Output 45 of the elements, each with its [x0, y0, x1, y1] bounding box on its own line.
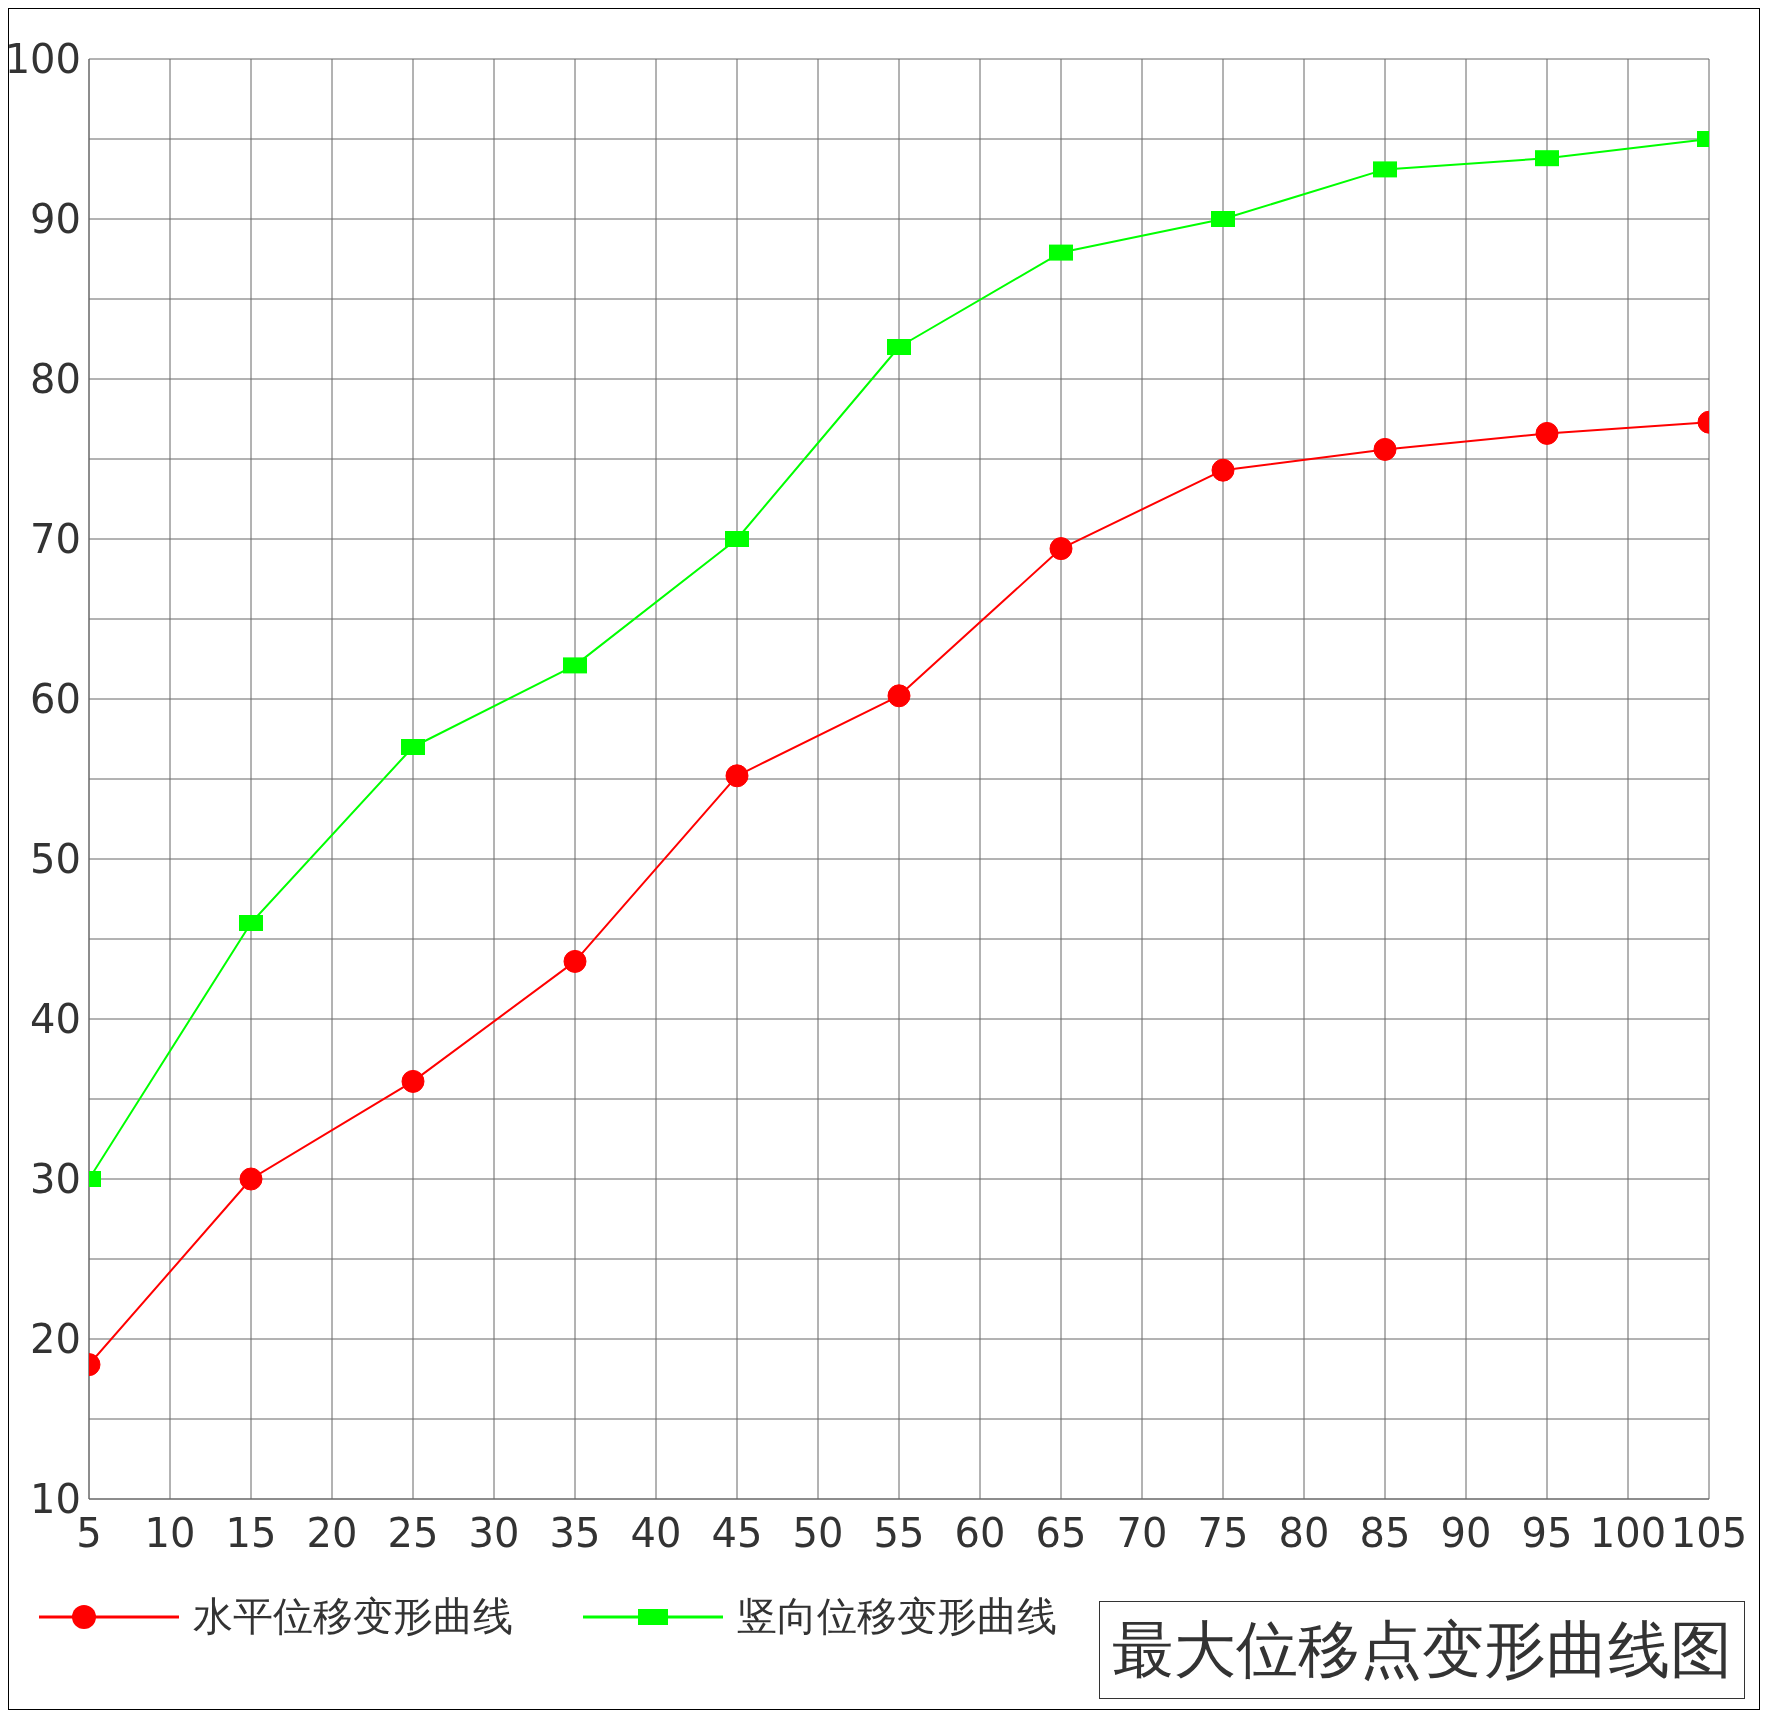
- x-tick-label: 20: [306, 1510, 358, 1557]
- x-tick-label: 105: [1670, 1510, 1748, 1557]
- point: [1535, 150, 1559, 167]
- x-tick-label: 25: [387, 1510, 439, 1557]
- x-tick-label: 80: [1278, 1510, 1330, 1557]
- y-tick-label: 100: [4, 36, 81, 83]
- point: [725, 764, 749, 788]
- x-tick-label: 100: [1589, 1510, 1667, 1557]
- point: [401, 1069, 425, 1093]
- point: [887, 684, 911, 708]
- x-tick-label: 50: [792, 1510, 844, 1557]
- y-tick-label: 60: [30, 676, 81, 723]
- x-tick-label: 30: [468, 1510, 520, 1557]
- x-tick-label: 55: [873, 1510, 925, 1557]
- x-tick-label: 40: [630, 1510, 682, 1557]
- x-tick-label: 85: [1359, 1510, 1411, 1557]
- text: 最大位移点变形曲线图: [1099, 1601, 1745, 1699]
- x-tick-label: 15: [225, 1510, 277, 1557]
- y-tick-label: 40: [30, 996, 81, 1043]
- x-tick-label: 70: [1116, 1510, 1168, 1557]
- point: [563, 949, 587, 973]
- point: [1211, 458, 1235, 482]
- x-tick-label: 10: [144, 1510, 196, 1557]
- x-tick-label: 35: [549, 1510, 601, 1557]
- y-tick-label: 80: [30, 356, 81, 403]
- point: [1535, 421, 1559, 445]
- x-tick-label: 60: [954, 1510, 1006, 1557]
- legend-label: 竖向位移变形曲线: [737, 1592, 1057, 1641]
- point: [563, 657, 587, 674]
- point: [1373, 161, 1397, 178]
- point: [1049, 537, 1073, 561]
- y-tick-label: 20: [30, 1316, 81, 1363]
- legend-label: 水平位移变形曲线: [193, 1592, 513, 1641]
- x-tick-label: 95: [1521, 1510, 1573, 1557]
- x-tick-label: 75: [1197, 1510, 1249, 1557]
- point: [1049, 244, 1073, 261]
- point: [1373, 437, 1397, 461]
- point: [239, 1167, 263, 1191]
- x-tick-label: 90: [1440, 1510, 1492, 1557]
- y-tick-label: 70: [30, 516, 81, 563]
- y-tick-label: 30: [30, 1156, 81, 1203]
- y-tick-label: 50: [30, 836, 81, 883]
- x-tick-label: 45: [711, 1510, 763, 1557]
- y-tick-label: 90: [30, 196, 81, 243]
- x-tick-label: 65: [1035, 1510, 1087, 1557]
